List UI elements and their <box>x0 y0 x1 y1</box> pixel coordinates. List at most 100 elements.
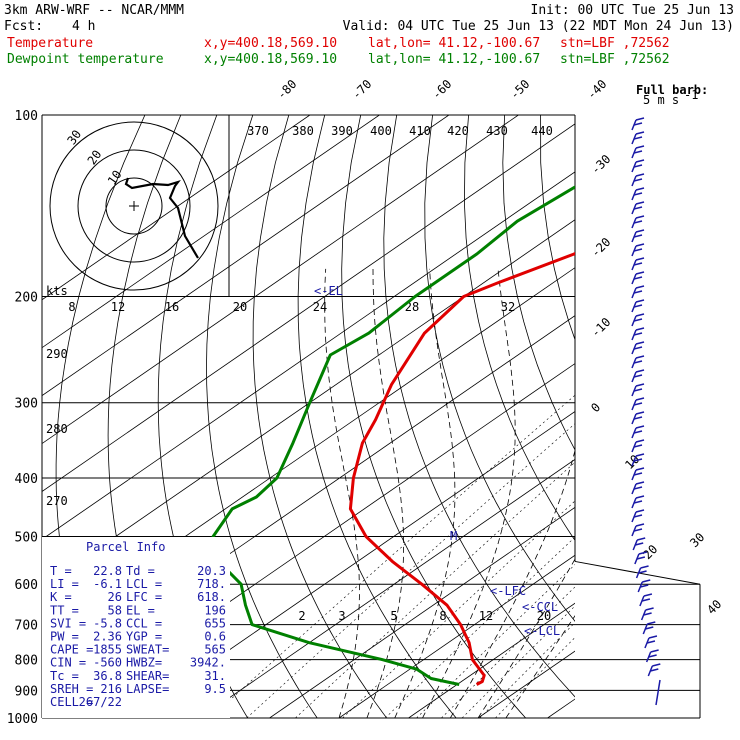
parcel-info-cell: LCL = <box>126 577 162 591</box>
parcel-info-cell: 22.8 <box>93 564 122 578</box>
wind-barb <box>635 425 645 429</box>
parcel-info-cell: CAPE = <box>50 643 93 657</box>
wind-barb <box>635 313 645 317</box>
wind-barb <box>635 159 645 163</box>
mixing-ratio-label: 12 <box>479 609 493 623</box>
dry-adiabat-300 <box>297 115 457 718</box>
dry-adiabat-310 <box>341 115 526 718</box>
isotherm--120 <box>42 115 311 301</box>
wind-barb <box>635 229 645 233</box>
dry-adiabat-340 <box>463 115 575 542</box>
isotherm-0 <box>269 506 575 718</box>
pressure-label-500: 500 <box>15 530 38 545</box>
hodograph-units: kts <box>46 284 68 298</box>
model-title: 3km ARW-WRF -- NCAR/MMM <box>4 3 184 18</box>
isotherm-10 <box>338 554 575 718</box>
hodograph-ring <box>77 149 191 263</box>
mixing-ratio-28 <box>479 622 575 718</box>
wind-barb <box>633 346 643 350</box>
wind-barb <box>633 514 643 518</box>
theta-side-label: 280 <box>46 422 68 436</box>
mixing-ratio-label: 16 <box>165 300 179 314</box>
pressure-label-200: 200 <box>15 291 38 306</box>
dry-adiabat-380 <box>613 115 740 718</box>
parcel-info-cell: YGP = <box>126 630 162 644</box>
legend-temperature-xy: x,y=400.18,569.10 <box>204 36 337 51</box>
legend-temperature-latlon: lat,lon= 41.12,-100.67 <box>368 36 540 51</box>
lcl-marker: <-LCL <box>524 624 560 638</box>
el-marker: <-EL <box>314 284 343 298</box>
wind-barb <box>635 187 645 191</box>
ccl-marker: <-CCL <box>522 600 558 614</box>
wind-barb <box>635 355 645 359</box>
wind-barb <box>635 131 645 135</box>
legend-dewpoint-latlon: lat,lon= 41.12,-100.67 <box>368 52 540 67</box>
wind-barb <box>635 285 645 289</box>
parcel-info-cell: 655 <box>204 616 226 630</box>
hodograph-ring <box>105 177 163 235</box>
valid-time: Valid: 04 UTC Tue 25 Jun 13 (22 MDT Mon … <box>343 19 734 34</box>
parcel-info-cell: 20.3 <box>197 564 226 578</box>
wind-barb <box>633 388 643 392</box>
dry-adiabat-350 <box>502 115 575 451</box>
pressure-label-300: 300 <box>15 397 38 412</box>
plot-frame-diagonal <box>574 560 701 585</box>
legend-dewpoint-xy: x,y=400.18,569.10 <box>204 52 337 67</box>
wind-barb <box>635 495 645 499</box>
isotherm--60 <box>42 219 575 588</box>
dry-adiabat-330 <box>424 115 575 622</box>
isotherm-label: -10 <box>588 315 613 340</box>
parcel-info-title: Parcel Info <box>86 540 165 554</box>
dry-adiabat-360 <box>540 115 575 341</box>
pressure-label-600: 600 <box>15 578 38 593</box>
parcel-info-cell: 618. <box>197 590 226 604</box>
wind-barb <box>648 654 657 658</box>
wind-barb <box>650 668 659 672</box>
wind-barb <box>647 621 656 625</box>
isotherm-label: 0 <box>588 400 603 415</box>
forecast-hour: 4 h <box>72 19 95 34</box>
pressure-label-400: 400 <box>15 472 38 487</box>
wind-barb <box>643 612 652 616</box>
parcel-info-cell: Td = <box>126 564 155 578</box>
wind-barb <box>635 397 645 401</box>
hodograph-ring <box>49 121 219 291</box>
wind-barb <box>635 383 645 387</box>
wind-barb <box>633 472 643 476</box>
wind-barb <box>633 248 643 252</box>
parcel-info-cell: K = <box>50 590 72 604</box>
wind-barb <box>635 201 645 205</box>
wind-barb <box>638 551 648 555</box>
dry-adiabat-370 <box>577 115 740 718</box>
wind-barb <box>652 663 661 667</box>
parcel-info-cell: CELL = <box>50 695 93 709</box>
wind-barb <box>633 402 643 406</box>
mixing-ratio-label: 2 <box>298 609 305 623</box>
wind-barb <box>633 150 643 154</box>
parcel-info-cell: 31. <box>204 669 226 683</box>
init-time: Init: 00 UTC Tue 25 Jun 13 <box>531 3 735 18</box>
isotherm-label: -80 <box>274 77 299 102</box>
isotherm-label: -60 <box>429 77 454 102</box>
parcel-info-cell: 58 <box>108 603 122 617</box>
wind-barb <box>635 523 645 527</box>
dry-adiabat-390 <box>649 115 740 718</box>
hodograph-trace <box>124 177 199 259</box>
moist-adiabat <box>366 268 405 718</box>
parcel-info-cell: SHEAR= <box>126 669 169 683</box>
wind-barb <box>646 640 656 644</box>
moist-adiabat <box>394 268 456 718</box>
wind-barb <box>645 626 654 630</box>
parcel-info-cell: 216 <box>100 682 122 696</box>
wind-barb <box>635 369 645 373</box>
wind-barb <box>635 481 645 485</box>
wind-barb <box>633 374 643 378</box>
dry-adiabat-320 <box>383 115 575 698</box>
theta-label: 410 <box>409 124 431 138</box>
wind-barb <box>635 117 645 121</box>
barb-legend-value: 5 m s <box>643 93 679 107</box>
parcel-info-cell: PW = <box>50 630 79 644</box>
parcel-info-cell: SVI = <box>50 616 86 630</box>
hodograph-ring-label: 20 <box>85 148 105 168</box>
